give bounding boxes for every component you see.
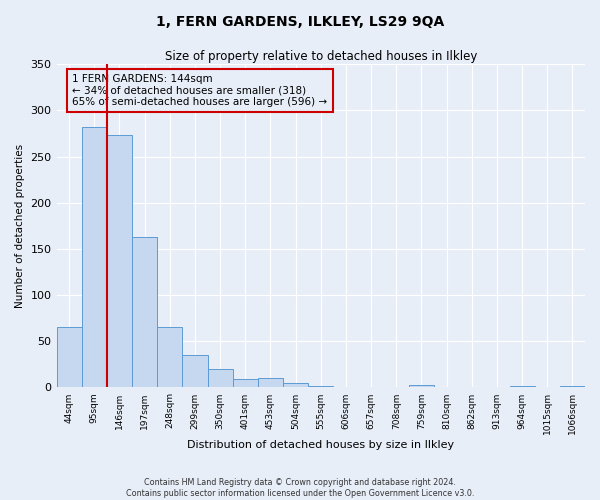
Text: Contains HM Land Registry data © Crown copyright and database right 2024.
Contai: Contains HM Land Registry data © Crown c… (126, 478, 474, 498)
Bar (409, 384, 434, 388)
Bar (308, 386, 334, 388)
Bar (233, 379, 258, 388)
Bar (132, 237, 157, 388)
Bar (208, 369, 233, 388)
Bar (283, 383, 308, 388)
Bar (56, 328, 82, 388)
Bar (509, 386, 535, 388)
Bar (107, 136, 132, 388)
Bar (182, 355, 208, 388)
Bar (157, 328, 182, 388)
Bar (82, 127, 107, 388)
Y-axis label: Number of detached properties: Number of detached properties (15, 144, 25, 308)
Bar (560, 386, 585, 388)
Bar (258, 378, 283, 388)
Text: 1, FERN GARDENS, ILKLEY, LS29 9QA: 1, FERN GARDENS, ILKLEY, LS29 9QA (156, 15, 444, 29)
Text: 1 FERN GARDENS: 144sqm
← 34% of detached houses are smaller (318)
65% of semi-de: 1 FERN GARDENS: 144sqm ← 34% of detached… (73, 74, 328, 107)
X-axis label: Distribution of detached houses by size in Ilkley: Distribution of detached houses by size … (187, 440, 454, 450)
Bar (334, 386, 359, 388)
Title: Size of property relative to detached houses in Ilkley: Size of property relative to detached ho… (164, 50, 477, 63)
